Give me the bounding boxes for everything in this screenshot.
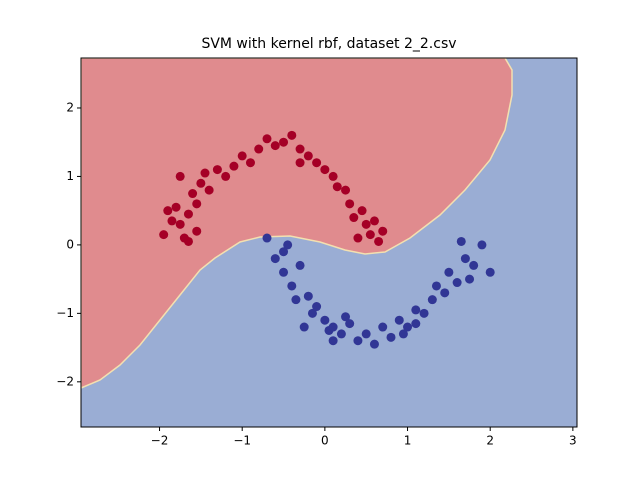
point bbox=[212, 165, 222, 175]
point bbox=[188, 189, 198, 199]
point bbox=[295, 260, 305, 270]
point bbox=[320, 165, 330, 175]
point bbox=[444, 267, 454, 277]
point bbox=[394, 315, 404, 325]
point bbox=[378, 322, 388, 332]
x-tick-label: 2 bbox=[486, 434, 494, 448]
point bbox=[283, 240, 293, 250]
point bbox=[341, 185, 351, 195]
point bbox=[163, 206, 173, 216]
point bbox=[357, 206, 367, 216]
point bbox=[312, 158, 322, 168]
point bbox=[291, 295, 301, 305]
point bbox=[398, 329, 408, 339]
point bbox=[369, 339, 379, 349]
point bbox=[303, 291, 313, 301]
point bbox=[403, 322, 413, 332]
chart-title: SVM with kernel rbf, dataset 2_2.csv bbox=[201, 36, 456, 52]
point bbox=[204, 185, 214, 195]
point bbox=[171, 202, 181, 212]
point bbox=[167, 216, 177, 226]
point bbox=[237, 151, 247, 161]
point bbox=[452, 278, 462, 288]
point bbox=[378, 226, 388, 236]
point bbox=[361, 329, 371, 339]
point bbox=[374, 236, 384, 246]
point bbox=[353, 336, 363, 346]
point bbox=[431, 281, 441, 291]
point bbox=[427, 295, 437, 305]
x-tick-label: −1 bbox=[233, 434, 251, 448]
point bbox=[175, 171, 185, 181]
point bbox=[279, 247, 289, 257]
point bbox=[303, 151, 313, 161]
point bbox=[365, 230, 375, 240]
point bbox=[320, 315, 330, 325]
point bbox=[332, 182, 342, 192]
point bbox=[279, 137, 289, 147]
point bbox=[183, 236, 193, 246]
point bbox=[200, 168, 210, 178]
point bbox=[254, 144, 264, 154]
point bbox=[336, 329, 346, 339]
y-tick-label: 2 bbox=[66, 100, 74, 114]
point bbox=[262, 134, 272, 144]
point bbox=[477, 240, 487, 250]
point bbox=[460, 254, 470, 264]
point bbox=[299, 322, 309, 332]
y-tick-label: 1 bbox=[66, 169, 74, 183]
point bbox=[328, 336, 338, 346]
x-tick-label: −2 bbox=[151, 434, 169, 448]
point bbox=[287, 130, 297, 140]
y-tick-label: 0 bbox=[66, 237, 74, 251]
point bbox=[192, 226, 202, 236]
point bbox=[307, 308, 317, 318]
point bbox=[353, 233, 363, 243]
point bbox=[419, 308, 429, 318]
point bbox=[270, 254, 280, 264]
point bbox=[245, 158, 255, 168]
point bbox=[456, 236, 466, 246]
x-tick-label: 1 bbox=[404, 434, 412, 448]
point bbox=[465, 274, 475, 284]
point bbox=[287, 281, 297, 291]
point bbox=[262, 233, 272, 243]
point bbox=[328, 322, 338, 332]
y-tick-label: −2 bbox=[56, 374, 74, 388]
region-red bbox=[81, 58, 513, 389]
point bbox=[159, 230, 169, 240]
point bbox=[411, 319, 421, 329]
point bbox=[312, 302, 322, 312]
point bbox=[349, 213, 359, 223]
point bbox=[221, 171, 231, 181]
point bbox=[279, 267, 289, 277]
point bbox=[485, 267, 495, 277]
point bbox=[196, 178, 206, 188]
point bbox=[345, 319, 355, 329]
point bbox=[270, 141, 280, 151]
plot-frame bbox=[80, 57, 578, 428]
point bbox=[183, 209, 193, 219]
point bbox=[175, 219, 185, 229]
point bbox=[361, 219, 371, 229]
point bbox=[295, 158, 305, 168]
decision-regions bbox=[81, 58, 577, 427]
x-tick-label: 3 bbox=[569, 434, 577, 448]
point bbox=[229, 161, 239, 171]
point bbox=[386, 332, 396, 342]
point bbox=[469, 260, 479, 270]
point bbox=[440, 288, 450, 298]
point bbox=[192, 199, 202, 209]
point bbox=[328, 171, 338, 181]
point bbox=[411, 305, 421, 315]
point bbox=[341, 312, 351, 322]
y-tick-label: −1 bbox=[56, 306, 74, 320]
point bbox=[369, 216, 379, 226]
point bbox=[295, 144, 305, 154]
x-tick-label: 0 bbox=[321, 434, 329, 448]
point bbox=[345, 199, 355, 209]
